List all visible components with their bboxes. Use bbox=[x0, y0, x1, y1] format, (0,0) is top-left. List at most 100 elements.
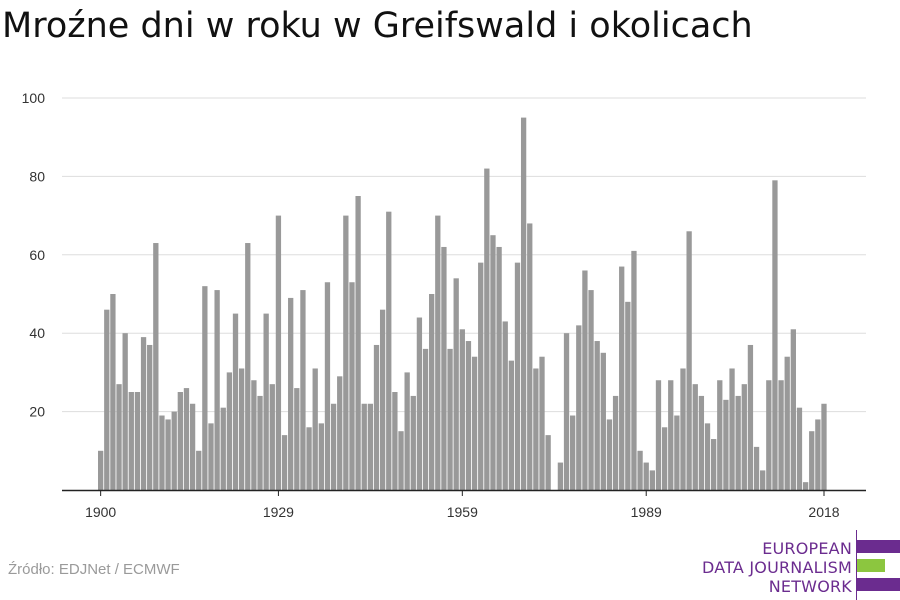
logo-line-2: DATA JOURNALISM bbox=[702, 558, 852, 577]
bar bbox=[398, 431, 404, 490]
bar bbox=[226, 372, 233, 490]
bar bbox=[594, 341, 600, 490]
bar bbox=[238, 368, 245, 490]
bar bbox=[625, 301, 631, 490]
x-tick-label: 1959 bbox=[447, 504, 478, 520]
bar bbox=[527, 223, 533, 490]
bar bbox=[784, 356, 790, 490]
bar bbox=[496, 246, 502, 490]
bar bbox=[809, 431, 815, 490]
y-tick-label: 20 bbox=[29, 404, 45, 420]
bar bbox=[582, 270, 588, 490]
bar bbox=[735, 395, 741, 490]
bar bbox=[330, 403, 337, 490]
bar bbox=[760, 470, 766, 490]
bar bbox=[588, 290, 594, 490]
bars bbox=[98, 117, 827, 490]
bar bbox=[772, 180, 778, 490]
bar bbox=[208, 423, 214, 490]
bar bbox=[110, 294, 116, 490]
bar bbox=[269, 384, 275, 490]
bar bbox=[600, 352, 606, 490]
bar bbox=[723, 399, 729, 490]
bar bbox=[631, 250, 637, 490]
bar bbox=[429, 294, 435, 490]
bar bbox=[655, 380, 662, 490]
y-tick-label: 80 bbox=[29, 168, 45, 184]
x-tick-label: 1929 bbox=[263, 504, 294, 520]
bar bbox=[410, 395, 416, 490]
bar bbox=[104, 309, 110, 490]
bar bbox=[570, 415, 576, 490]
bar bbox=[563, 333, 570, 490]
bar bbox=[202, 286, 208, 490]
bar bbox=[471, 356, 478, 490]
bar bbox=[349, 282, 355, 490]
bar bbox=[361, 403, 367, 490]
bar bbox=[177, 392, 183, 490]
bar bbox=[343, 215, 349, 490]
bar bbox=[214, 290, 220, 490]
bar bbox=[508, 360, 515, 490]
bar bbox=[275, 215, 282, 490]
bar bbox=[637, 450, 643, 490]
bar bbox=[741, 384, 747, 490]
bar bbox=[478, 262, 484, 490]
bar bbox=[441, 246, 447, 490]
bar bbox=[416, 317, 423, 490]
bar bbox=[686, 231, 692, 490]
source-note: Źródło: EDJNet / ECMWF bbox=[8, 561, 180, 578]
edjnet-logo: EUROPEAN DATA JOURNALISM NETWORK bbox=[700, 530, 900, 600]
bar bbox=[392, 392, 398, 490]
bar bbox=[281, 435, 288, 490]
bar bbox=[766, 380, 772, 490]
axes: 20 40 60 80 100 1900 1929 1959 1989 2018 bbox=[22, 90, 866, 520]
bar bbox=[165, 419, 171, 490]
bar bbox=[576, 325, 582, 490]
bar bbox=[288, 297, 294, 490]
bar bbox=[459, 329, 465, 490]
bar bbox=[159, 415, 165, 490]
bar bbox=[183, 388, 190, 490]
logo-divider bbox=[856, 530, 857, 600]
bar bbox=[514, 262, 521, 490]
bar bbox=[802, 482, 809, 490]
bar bbox=[680, 368, 686, 490]
bar bbox=[796, 407, 803, 490]
logo-bar-3 bbox=[857, 578, 900, 591]
bar bbox=[729, 368, 735, 490]
bar bbox=[373, 344, 380, 490]
y-tick-label: 60 bbox=[29, 247, 45, 263]
bar bbox=[717, 380, 723, 490]
bar bbox=[821, 403, 827, 490]
bar bbox=[98, 450, 104, 490]
bar bbox=[257, 395, 263, 490]
bar bbox=[520, 117, 527, 490]
bar bbox=[668, 380, 674, 490]
bar bbox=[196, 450, 202, 490]
bar bbox=[435, 215, 441, 490]
x-tick-label: 1989 bbox=[631, 504, 662, 520]
bar bbox=[232, 313, 239, 490]
logo-bar-2 bbox=[857, 559, 885, 572]
bar bbox=[643, 462, 649, 490]
bar bbox=[318, 423, 324, 490]
bar bbox=[704, 423, 711, 490]
y-tick-label: 40 bbox=[29, 325, 45, 341]
bar bbox=[649, 470, 655, 490]
bar bbox=[171, 411, 177, 490]
bar bbox=[337, 376, 343, 490]
bar bbox=[606, 419, 613, 490]
bar bbox=[661, 427, 668, 490]
bar bbox=[367, 403, 374, 490]
bar bbox=[355, 196, 361, 490]
x-tick-label: 2018 bbox=[808, 504, 839, 520]
x-tick-label: 1900 bbox=[85, 504, 116, 520]
bar bbox=[711, 439, 717, 490]
bar bbox=[251, 380, 257, 490]
logo-line-3: NETWORK bbox=[768, 577, 852, 596]
bar bbox=[502, 321, 508, 490]
bar bbox=[612, 395, 619, 490]
chart-title: Mroźne dni w roku w Greifswald i okolica… bbox=[2, 6, 753, 46]
